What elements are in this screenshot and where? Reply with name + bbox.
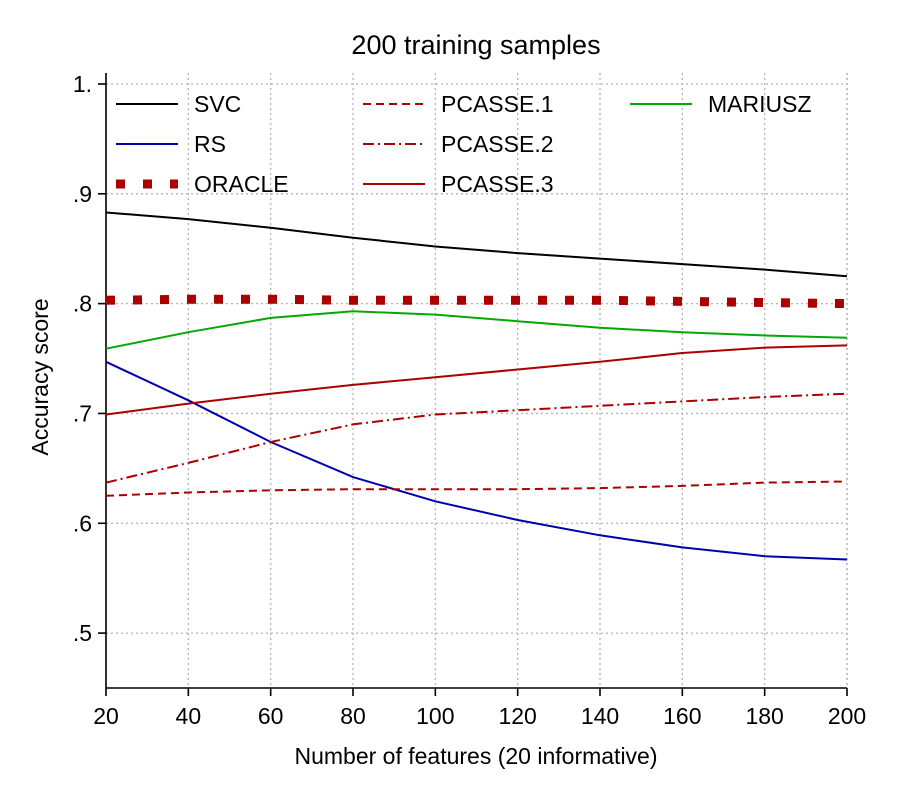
series-line-oracle bbox=[105, 294, 848, 309]
chart-title: 200 training samples bbox=[351, 30, 600, 60]
y-tick-label: 1. bbox=[73, 71, 92, 97]
x-axis-title: Number of features (20 informative) bbox=[294, 743, 657, 769]
axes-layer: 20 40 60 80 100 120 140 160 180 200 .5 .6 .7 .8 .9 1. bbox=[73, 71, 866, 729]
legend-label: PCASSE.1 bbox=[441, 91, 554, 117]
series-layer bbox=[105, 211, 848, 561]
series-line-pcasse-1 bbox=[105, 480, 848, 497]
x-tick-label: 100 bbox=[416, 703, 454, 729]
y-tick-label: .5 bbox=[73, 620, 92, 646]
legend: SVC RS ORACLE PCASSE.1 PCASSE.2 PCASSE.3 MARIU… bbox=[116, 91, 812, 197]
x-tick-label: 40 bbox=[176, 703, 202, 729]
x-tick-label: 60 bbox=[258, 703, 284, 729]
x-tick-label: 20 bbox=[93, 703, 119, 729]
y-axis-title: Accuracy score bbox=[27, 298, 53, 455]
x-tick-label: 180 bbox=[745, 703, 783, 729]
x-tick-label: 160 bbox=[663, 703, 701, 729]
series-line-svc bbox=[105, 211, 848, 278]
series-line-pcasse-2 bbox=[105, 392, 848, 484]
y-tick-label: .9 bbox=[73, 181, 92, 207]
y-tick-label: .6 bbox=[73, 510, 92, 536]
x-tick-label: 80 bbox=[340, 703, 366, 729]
legend-label: ORACLE bbox=[194, 171, 289, 197]
series-line-pcasse-3 bbox=[105, 344, 848, 416]
legend-label: PCASSE.2 bbox=[441, 131, 554, 157]
grid-layer bbox=[105, 73, 848, 688]
y-tick-label: .8 bbox=[73, 291, 92, 317]
series-line-mariusz bbox=[105, 310, 848, 350]
legend-label: MARIUSZ bbox=[708, 91, 812, 117]
legend-label: SVC bbox=[194, 91, 241, 117]
x-tick-label: 120 bbox=[498, 703, 536, 729]
x-tick-label: 140 bbox=[581, 703, 619, 729]
series-line-rs bbox=[105, 360, 848, 561]
legend-label: RS bbox=[194, 131, 226, 157]
x-tick-label: 200 bbox=[828, 703, 866, 729]
legend-label: PCASSE.3 bbox=[441, 171, 554, 197]
y-tick-label: .7 bbox=[73, 400, 92, 426]
